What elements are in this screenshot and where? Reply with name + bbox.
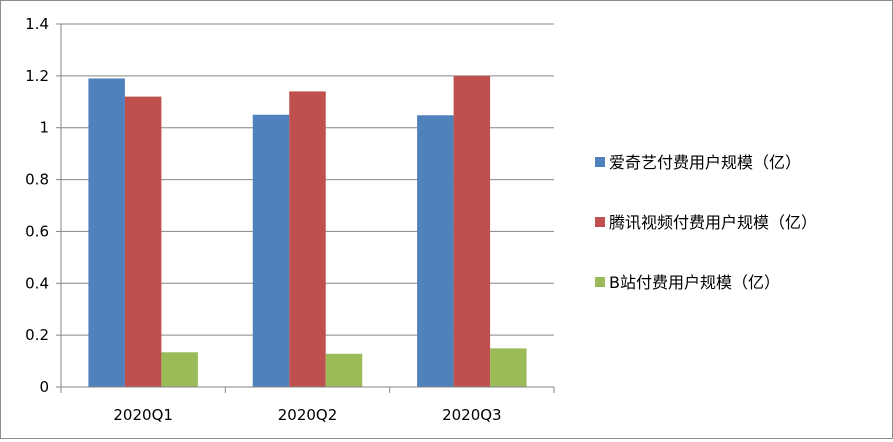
legend-label-series-3: B站付费用户规模（亿） [609, 273, 780, 292]
bar-2020Q2-series-2 [289, 91, 326, 388]
bar-2020Q2-series-3 [325, 353, 363, 387]
bar-2020Q2-series-1 [252, 114, 290, 387]
y-tick-label: 1 [39, 119, 49, 137]
x-tick-label: 2020Q3 [442, 406, 502, 424]
x-tick-label: 2020Q1 [113, 406, 173, 424]
y-tick-label: 1.4 [25, 15, 49, 33]
bar-2020Q3-series-2 [453, 75, 491, 387]
y-tick-label: 0.6 [25, 222, 49, 240]
y-tick-label: 0 [39, 378, 49, 396]
legend: 爱奇艺付费用户规模（亿） 腾讯视频付费用户规模（亿） B站付费用户规模（亿） [595, 153, 817, 292]
bars [88, 75, 527, 388]
y-tick-label: 0.8 [25, 171, 49, 189]
bar-2020Q1-series-3 [161, 352, 198, 387]
y-tick-label: 0.2 [25, 326, 49, 344]
bar-2020Q1-series-2 [124, 96, 162, 387]
axes: 0 0.2 0.4 0.6 0.8 1 1.2 1.4 2020Q1 2020Q2 2020Q3 [25, 15, 555, 424]
y-tick-label: 1.2 [25, 67, 49, 85]
y-tick-label: 0.4 [25, 274, 49, 292]
legend-swatch-series-3 [595, 277, 605, 287]
legend-label-series-1: 爱奇艺付费用户规模（亿） [609, 153, 801, 172]
x-tick-label: 2020Q2 [278, 406, 338, 424]
bar-2020Q3-series-3 [490, 348, 527, 387]
legend-label-series-2: 腾讯视频付费用户规模（亿） [609, 213, 817, 232]
legend-swatch-series-1 [595, 157, 605, 167]
bar-2020Q1-series-1 [88, 78, 125, 387]
legend-swatch-series-2 [595, 217, 605, 227]
bar-2020Q3-series-1 [417, 115, 454, 388]
